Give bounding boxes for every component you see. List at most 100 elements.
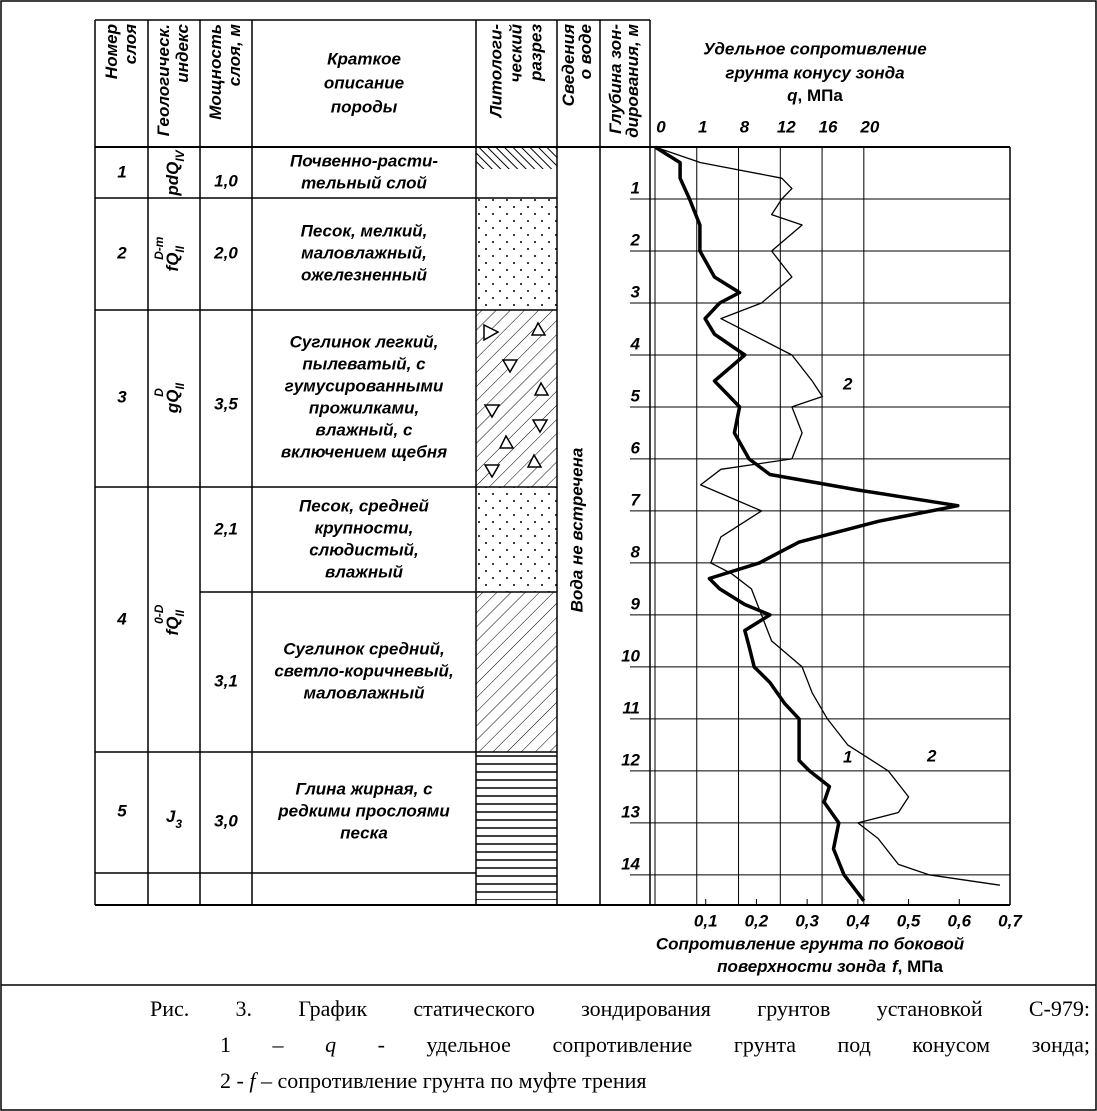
water-note: Вода не встречена bbox=[567, 448, 586, 613]
description-line: Песок, мелкий, bbox=[301, 221, 428, 240]
description-line: Глина жирная, с bbox=[295, 779, 433, 798]
y-tick-label: 2 bbox=[630, 230, 641, 249]
x2-tick-label: 0,3 bbox=[795, 911, 819, 930]
y-tick-label: 13 bbox=[621, 802, 640, 821]
caption-text: - удельное сопротивление грунта под кону… bbox=[336, 1032, 1090, 1057]
y-tick-label: 4 bbox=[630, 334, 641, 353]
description-line: влажный, с bbox=[316, 420, 413, 439]
x2-tick-label: 0,1 bbox=[694, 911, 718, 930]
description-line: песка bbox=[340, 823, 388, 842]
geo-index-base: fQ bbox=[163, 617, 182, 636]
axis-symbol: f bbox=[892, 957, 900, 976]
geo-index-base: fQ bbox=[163, 253, 182, 272]
x-tick-label: 12 bbox=[777, 117, 796, 136]
header-text: Сведения bbox=[559, 24, 578, 106]
description-line: влажный bbox=[325, 562, 404, 581]
x-tick-label: 0 bbox=[656, 117, 666, 136]
header-text: Геологическ. bbox=[154, 24, 173, 136]
lithology bbox=[476, 147, 557, 900]
description-line: светло-коричневый, bbox=[274, 661, 453, 680]
header-text: слоя, м bbox=[225, 24, 244, 87]
thickness: 2,1 bbox=[213, 519, 238, 538]
geo-index-sub: II bbox=[173, 245, 187, 252]
y-tick-label: 3 bbox=[631, 282, 641, 301]
thickness: 2,0 bbox=[213, 243, 238, 262]
description-line: прожилками, bbox=[309, 398, 419, 417]
x2-axis-label: поверхности зонда f, МПа bbox=[717, 957, 943, 976]
x2-tick-label: 0,4 bbox=[846, 911, 870, 930]
y-tick-label: 5 bbox=[631, 386, 641, 405]
layer-number: 2 bbox=[116, 243, 127, 262]
geo-index-base: pdQ bbox=[163, 162, 182, 197]
geo-index-sup: D-m bbox=[152, 236, 166, 260]
geo-index: fQII D-m bbox=[152, 236, 187, 271]
y-tick-label: 6 bbox=[631, 438, 641, 457]
header-text: разрез bbox=[526, 24, 545, 82]
caption-line: 2 - f – сопротивление грунта по муфте тр… bbox=[220, 1068, 647, 1094]
description-line: включением щебня bbox=[281, 442, 447, 461]
x-axis-label: q, МПа bbox=[787, 86, 843, 105]
header-text: ческий bbox=[506, 23, 525, 82]
x2-tick-label: 0,6 bbox=[947, 911, 971, 930]
description-line: Суглинок средний, bbox=[283, 639, 445, 658]
axis-unit: , МПа bbox=[898, 957, 944, 976]
header-text: Краткое bbox=[327, 49, 401, 68]
curve bbox=[654, 146, 1000, 886]
layer-number: 3 bbox=[117, 387, 127, 406]
x2-tick-label: 0,5 bbox=[897, 911, 921, 930]
header-text: дирования, м bbox=[623, 24, 642, 138]
x-tick-label: 1 bbox=[698, 117, 707, 136]
geo-index: J3 bbox=[166, 807, 182, 831]
layer-number: 4 bbox=[116, 609, 127, 628]
description-line: пылеватый, с bbox=[302, 354, 426, 373]
x2-tick-label: 0,2 bbox=[745, 911, 769, 930]
geo-index: fQII 0-D bbox=[152, 604, 187, 635]
x2-axis-label: Сопротивление грунта по боковой bbox=[656, 934, 965, 953]
caption-symbol: q bbox=[325, 1032, 337, 1057]
axis-unit: , МПа bbox=[798, 86, 844, 105]
chart-title: Удельное сопротивление bbox=[703, 39, 926, 58]
thickness: 3,1 bbox=[214, 671, 238, 690]
x-tick-label: 16 bbox=[819, 117, 838, 136]
axis-text: поверхности зонда bbox=[717, 957, 886, 976]
geo-index: pdQIV bbox=[163, 149, 187, 196]
description-line: тельный слой bbox=[301, 173, 427, 192]
geo-index-sub: 3 bbox=[175, 817, 182, 831]
header-text: Литологи- bbox=[486, 24, 505, 120]
caption-line: 1 – q - удельное сопротивление грунта по… bbox=[220, 1032, 1090, 1058]
chart-title: грунта конусу зонда bbox=[725, 63, 904, 82]
caption-text: – сопротивление грунта по муфте трения bbox=[255, 1068, 647, 1093]
layer-number: 5 bbox=[117, 801, 127, 820]
caption-text: 2 - bbox=[220, 1068, 250, 1093]
description-line: редкими прослоями bbox=[277, 801, 450, 820]
description-line: Суглинок легкий, bbox=[290, 332, 439, 351]
description-line: маловлажный bbox=[304, 683, 426, 702]
caption-symbol: f bbox=[249, 1068, 256, 1093]
header-text: индекс bbox=[173, 23, 192, 82]
header-text: Глубина зон- bbox=[606, 24, 625, 134]
x-tick-label: 8 bbox=[740, 117, 750, 136]
y-tick-label: 7 bbox=[631, 490, 642, 509]
caption-text: 1 – bbox=[220, 1032, 326, 1057]
geo-index-base: J bbox=[166, 807, 176, 826]
thickness: 3,0 bbox=[214, 811, 238, 830]
geo-index-sub: II bbox=[173, 382, 187, 389]
y-tick-label: 8 bbox=[631, 542, 641, 561]
curve-label: 2 bbox=[926, 746, 937, 765]
thickness: 3,5 bbox=[214, 394, 238, 413]
geo-index-base: gQ bbox=[163, 390, 182, 415]
y-tick-label: 9 bbox=[631, 594, 641, 613]
geo-index-sub: II bbox=[173, 609, 187, 616]
header-text: слоя bbox=[121, 24, 140, 64]
header-text: Мощность bbox=[206, 24, 225, 120]
curve bbox=[654, 145, 960, 902]
header-text: о воде bbox=[576, 24, 595, 79]
curve-label: 2 bbox=[842, 374, 853, 393]
geo-index: gQII D bbox=[152, 382, 187, 414]
description-line: Почвенно-расти- bbox=[290, 151, 438, 170]
y-tick-label: 11 bbox=[622, 698, 640, 717]
header-text: Номер bbox=[102, 24, 121, 79]
